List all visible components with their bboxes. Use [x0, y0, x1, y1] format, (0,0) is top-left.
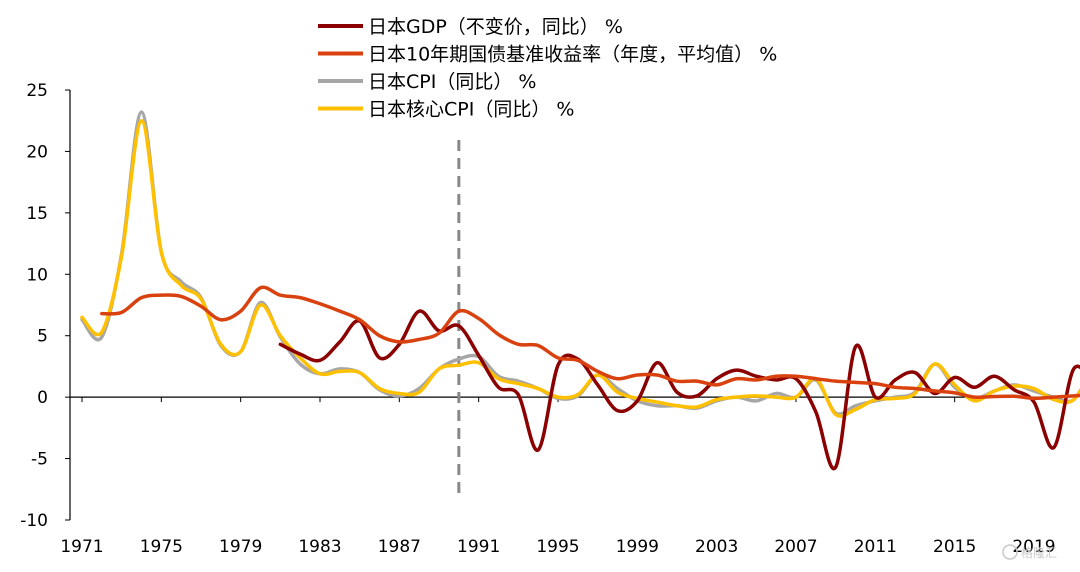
axes: -10 -5 0 5 10 15 20 25 1971 1975 1979 1983 1987 1991 1… [20, 81, 1055, 557]
x-tick-label: 1983 [298, 537, 341, 557]
legend-label-core-cpi: 日本核心CPI（同比） % [368, 99, 574, 121]
x-tick-label: 1995 [536, 537, 579, 557]
x-tick-label: 1987 [378, 537, 421, 557]
series-line-core-cpi [80, 118, 1080, 418]
legend-label-jgb-10y-yield: 日本10年期国债基准收益率（年度，平均值） % [368, 44, 777, 66]
series-line-jgb-10y-yield [100, 285, 1080, 401]
x-tick-label: 2015 [933, 537, 976, 557]
x-tick-label: 1971 [60, 537, 103, 557]
series-line-gdp [278, 309, 1080, 471]
x-tick-label: 2019 [1012, 537, 1055, 557]
y-tick-label: -10 [20, 511, 48, 531]
watermark-group: 格隆汇 [1002, 544, 1057, 560]
x-tick-label: 1979 [219, 537, 262, 557]
x-tick-label: 2003 [695, 537, 738, 557]
y-tick-label: 5 [37, 327, 48, 347]
y-tick-label: 20 [26, 142, 48, 162]
y-tick-label: 15 [26, 204, 48, 224]
legend: 日本GDP（不变价，同比） % 日本10年期国债基准收益率（年度，平均值） % 日本… [318, 16, 777, 121]
x-tick-label: 1975 [140, 537, 183, 557]
x-tick-label: 1991 [457, 537, 500, 557]
x-tick-label: 2007 [774, 537, 817, 557]
legend-label-cpi: 日本CPI（同比） % [368, 71, 536, 93]
series-layer [80, 110, 1080, 471]
y-tick-label: 25 [26, 81, 48, 101]
watermark-logo-icon [1002, 544, 1018, 560]
x-tick-label: 2011 [854, 537, 897, 557]
y-tick-label: 0 [37, 388, 48, 408]
y-tick-label: -5 [31, 450, 48, 470]
watermark-text: 格隆汇 [1021, 545, 1057, 560]
x-tick-label: 1999 [616, 537, 659, 557]
legend-label-gdp: 日本GDP（不变价，同比） % [368, 16, 623, 38]
y-tick-label: 10 [26, 265, 48, 285]
